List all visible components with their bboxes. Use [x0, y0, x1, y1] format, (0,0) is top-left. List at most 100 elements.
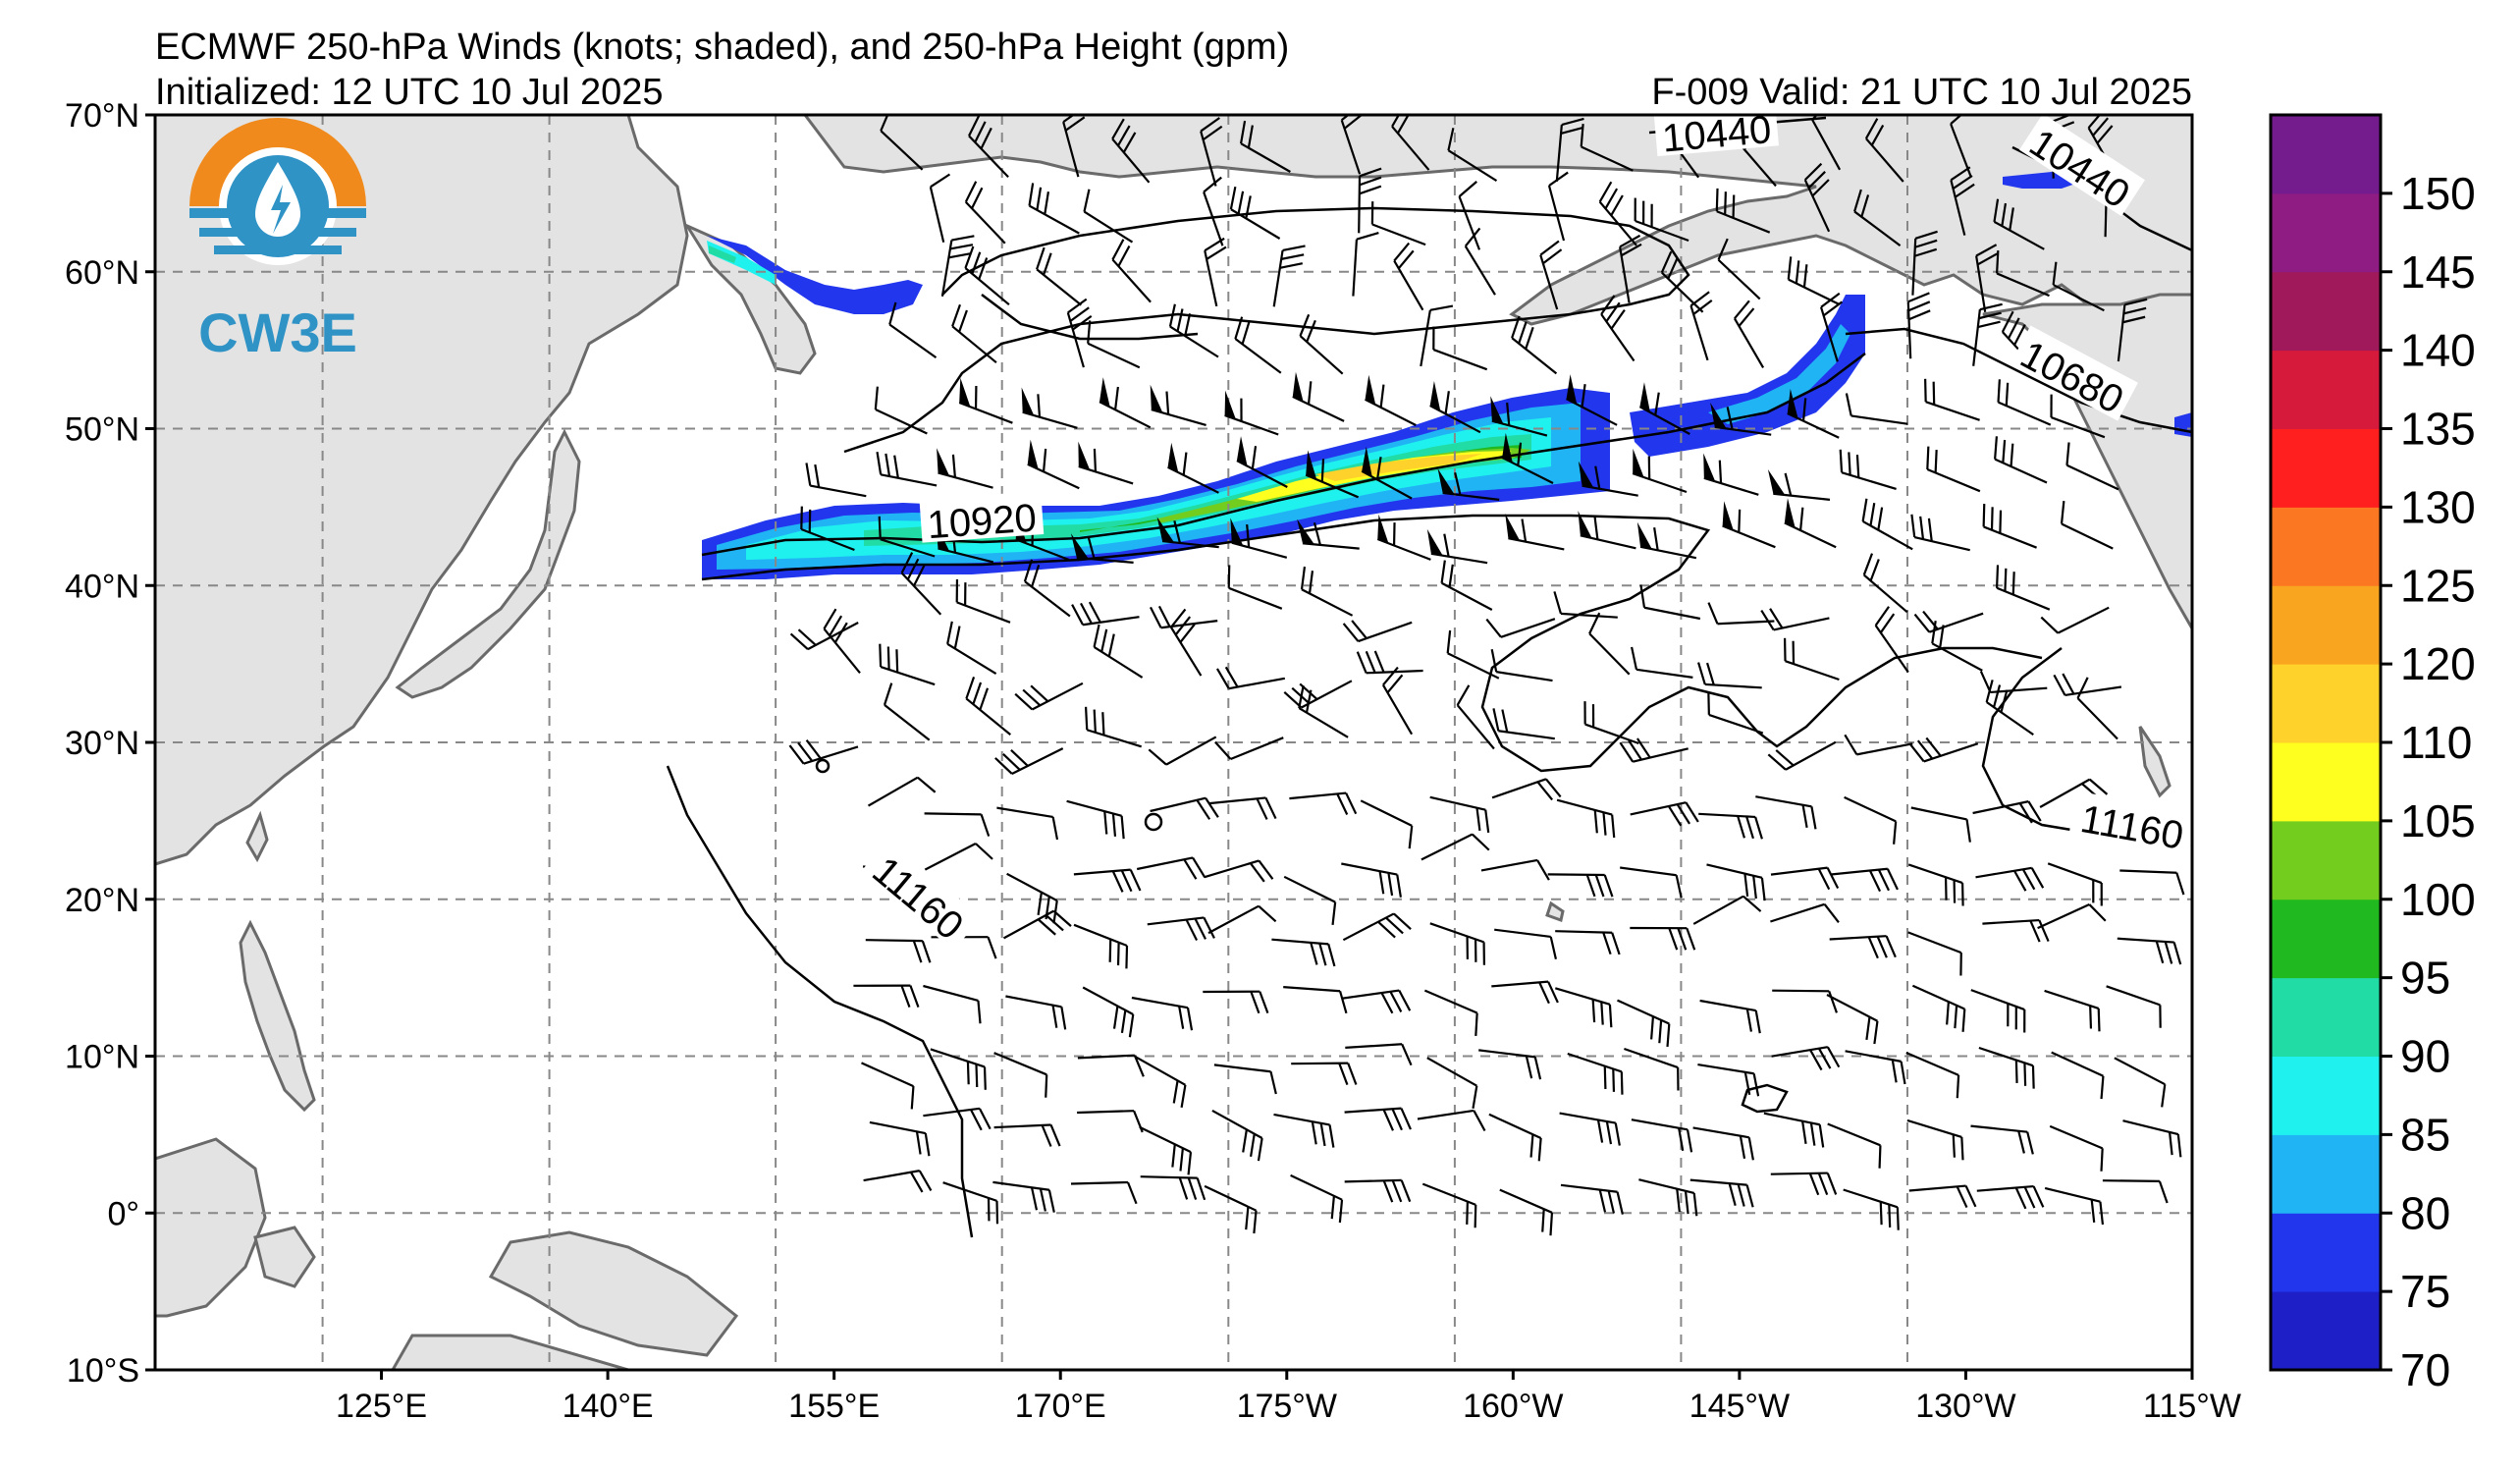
wind-barb [1996, 565, 2051, 611]
wind-barb [2060, 501, 2114, 550]
colorbar-segment [2271, 1056, 2381, 1135]
wind-barb [1456, 684, 1495, 750]
wind-barb [1365, 374, 1417, 426]
wind-barb [1772, 989, 1839, 1013]
wind-barb [2044, 1186, 2105, 1226]
wind-barb [1819, 292, 1844, 362]
wind-barb [1698, 812, 1763, 840]
wind-barb [1826, 994, 1879, 1045]
longitude-axis: 125°E 140°E 155°E 170°E 175°W 160°W 145°W 130°W… [336, 1370, 2241, 1425]
colorbar-tick-label: 85 [2400, 1109, 2450, 1160]
wind-barb [1203, 176, 1224, 246]
wind-barb [1874, 606, 1909, 674]
wind-barb [1763, 1112, 1825, 1148]
wind-barb [1997, 379, 2052, 426]
wind-barb [958, 377, 1013, 424]
wind-barb [1341, 862, 1402, 898]
wind-barb [1227, 565, 1283, 610]
wind-barb [1344, 1107, 1412, 1131]
wind-barb [2047, 862, 2103, 906]
wind-barb [2122, 1119, 2182, 1158]
wind-barb [1829, 935, 1897, 959]
wind-barb [1830, 867, 1899, 893]
wind-barb [1208, 796, 1277, 820]
wind-barb [867, 776, 937, 807]
wind-barb [924, 812, 991, 837]
wind-barb [929, 173, 951, 244]
colorbar-segment [2271, 1213, 2381, 1292]
wind-barb [1139, 1125, 1193, 1175]
wind-barb [1234, 316, 1282, 374]
wind-barb [1211, 1109, 1263, 1162]
wind-barb [1239, 120, 1291, 173]
wind-barb [1429, 795, 1490, 834]
colorbar-tick-label: 135 [2400, 404, 2476, 455]
wind-barb [878, 516, 936, 558]
wind-barb [1391, 115, 1430, 171]
initialized-time: Initialized: 12 UTC 10 Jul 2025 [155, 72, 664, 113]
wind-barb [1906, 1118, 1964, 1161]
wind-barb [1970, 1124, 2034, 1155]
wind-barb [1556, 798, 1616, 839]
wind-barb [1070, 1180, 1138, 1205]
wind-barb [993, 1052, 1048, 1098]
wind-barb [1547, 873, 1614, 898]
wind-barb [2040, 606, 2110, 634]
wind-barb [1755, 795, 1817, 830]
wind-barb [1283, 875, 1337, 925]
wind-barb [800, 506, 855, 552]
wind-barb [951, 303, 997, 364]
wind-barb [1376, 514, 1431, 561]
wind-barb [1480, 858, 1550, 881]
wind-barb [1215, 666, 1285, 690]
colorbar-tick-label: 70 [2400, 1344, 2450, 1395]
lon-tick-label: 170°E [1015, 1388, 1106, 1425]
wind-barb [1200, 117, 1223, 187]
colorbar-segment [2271, 507, 2381, 586]
lat-tick-label: 70°N [65, 97, 139, 135]
wind-barb [1630, 926, 1696, 951]
wind-barb [1168, 303, 1219, 358]
colorbar-segment [2271, 1291, 2381, 1371]
wind-barb [1853, 189, 1902, 246]
colorbar-tick-label: 90 [2400, 1031, 2450, 1082]
colorbar-segment [2271, 899, 2381, 979]
wind-barb [1993, 198, 2045, 250]
wind-barb [1598, 181, 1637, 246]
wind-barb [1360, 799, 1414, 849]
land-japan [395, 428, 581, 699]
wind-barb [1634, 197, 1689, 243]
wind-barb [1488, 1113, 1542, 1162]
wind-barb [1619, 737, 1689, 763]
colorbar-tick-label: 95 [2400, 953, 2450, 1004]
wind-barb [888, 301, 938, 358]
colorbar-tick-label: 80 [2400, 1187, 2450, 1238]
wind-barb [2044, 989, 2101, 1032]
wind-barb [1554, 987, 1613, 1028]
colorbar-segment [2271, 115, 2381, 194]
wind-barb [1697, 662, 1762, 689]
wind-barb [1733, 300, 1765, 368]
wind-barb [1426, 1057, 1478, 1109]
wind-barb [1077, 1054, 1145, 1077]
wind-barb [883, 682, 931, 741]
wind-barb [880, 115, 924, 171]
wind-barb [1006, 872, 1058, 924]
wind-barb [1207, 904, 1277, 935]
wind-barb [823, 608, 861, 674]
colorbar-segment [2271, 428, 2381, 508]
wind-barb [1707, 602, 1775, 626]
lat-tick-label: 40°N [65, 568, 139, 605]
colorbar-tick-label: 140 [2400, 325, 2476, 376]
wind-barb [1975, 244, 1999, 312]
wind-barb [1972, 800, 2042, 824]
wind-barb [1131, 996, 1194, 1031]
wind-barb [1283, 986, 1348, 1014]
wind-barb [853, 984, 920, 1008]
wind-barb [2051, 1051, 2105, 1100]
lat-tick-label: 10°N [65, 1039, 139, 1076]
colorbar-segment [2271, 742, 2381, 822]
wind-barb [1111, 118, 1151, 184]
wind-barb [1345, 1043, 1413, 1066]
wind-barb [1421, 1182, 1477, 1228]
